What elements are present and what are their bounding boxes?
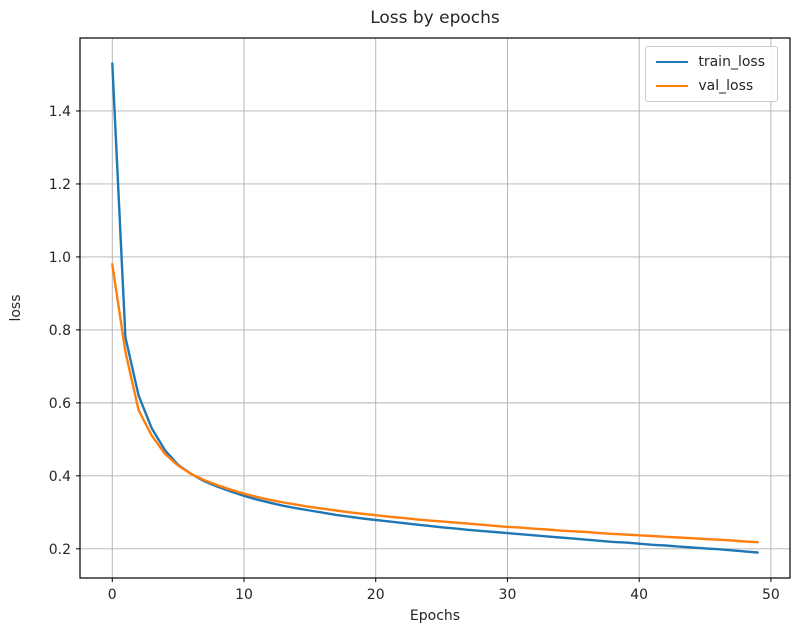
- x-tick-label: 50: [762, 587, 780, 603]
- y-axis-label: loss: [8, 294, 24, 322]
- x-tick-label: 20: [367, 587, 385, 603]
- x-tick-label: 30: [499, 587, 517, 603]
- legend-item-train-loss: train_loss: [656, 54, 765, 70]
- y-tick-label: 0.6: [49, 396, 71, 412]
- legend-item-val-loss: val_loss: [656, 78, 765, 94]
- plot-border: [79, 37, 791, 579]
- y-tick-label: 0.2: [49, 542, 71, 558]
- train_loss-line: [111, 62, 759, 554]
- val-loss-line-swatch: [656, 85, 689, 87]
- train-loss-line-swatch: [656, 61, 689, 63]
- y-tick-label: 0.8: [49, 323, 71, 339]
- legend-label-train-loss: train_loss: [698, 54, 765, 70]
- x-tick-label: 0: [108, 587, 117, 603]
- x-axis-label: Epochs: [409, 608, 461, 624]
- y-tick-label: 1.2: [49, 177, 71, 193]
- x-tick-label: 10: [235, 587, 253, 603]
- y-tick-label: 1.4: [49, 104, 71, 120]
- legend: train_loss val_loss: [645, 46, 778, 102]
- y-tick-label: 1.0: [49, 250, 71, 266]
- val_loss-line: [111, 263, 759, 544]
- y-tick-label: 0.4: [49, 469, 71, 485]
- x-tick-label: 40: [630, 587, 648, 603]
- legend-label-val-loss: val_loss: [698, 78, 754, 94]
- chart-title: Loss by epochs: [370, 8, 500, 28]
